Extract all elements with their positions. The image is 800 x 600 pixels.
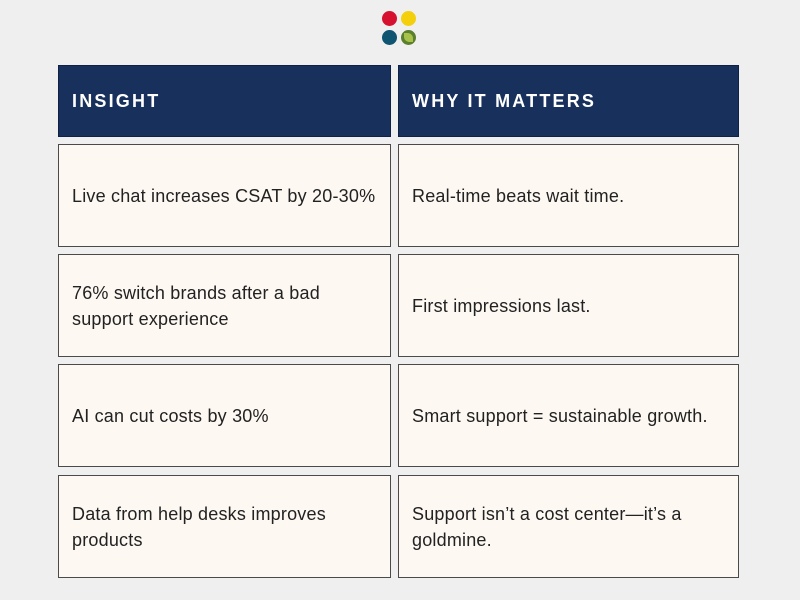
- leaf-dot-icon: [401, 30, 416, 45]
- why-cell: Support isn’t a cost center—it’s a goldm…: [398, 475, 739, 578]
- yellow-dot-icon: [401, 11, 416, 26]
- insight-cell: AI can cut costs by 30%: [58, 364, 391, 467]
- header-why-it-matters: WHY IT MATTERS: [398, 65, 739, 137]
- insight-cell: Live chat increases CSAT by 20-30%: [58, 144, 391, 247]
- teal-dot-icon: [382, 30, 397, 45]
- why-cell: Real-time beats wait time.: [398, 144, 739, 247]
- red-dot-icon: [382, 11, 397, 26]
- header-insight: INSIGHT: [58, 65, 391, 137]
- why-cell: Smart support = sustainable growth.: [398, 364, 739, 467]
- insight-cell: 76% switch brands after a bad support ex…: [58, 254, 391, 357]
- insight-cell: Data from help desks improves products: [58, 475, 391, 578]
- why-cell: First impressions last.: [398, 254, 739, 357]
- logo-icon: [380, 9, 418, 47]
